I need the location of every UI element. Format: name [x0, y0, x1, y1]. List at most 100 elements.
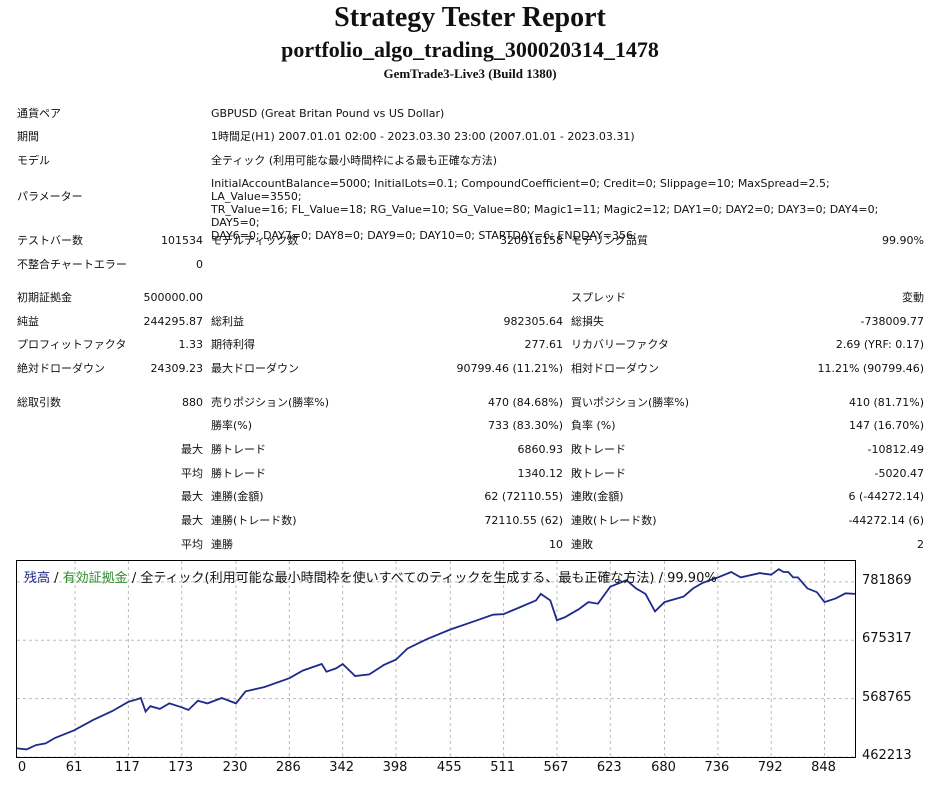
avg-loss-value: -5020.47 [874, 467, 924, 480]
loss-pct-value: 147 (16.70%) [848, 419, 924, 432]
balance-line [16, 568, 856, 751]
recovery-label: リカバリーファクタ [571, 338, 669, 351]
expected-value: 277.61 [524, 338, 564, 351]
avg-cons-win-label: 連勝 [211, 538, 233, 551]
bars-label: テストバー数 [17, 234, 83, 247]
net-label: 純益 [17, 315, 39, 328]
mismatch-value: 0 [196, 258, 203, 271]
avg-label: 平均 [181, 467, 203, 480]
avg-label: 平均 [181, 538, 203, 551]
x-tick-label: 567 [543, 760, 569, 775]
gross-profit-label: 総利益 [211, 315, 244, 328]
trades-value: 880 [182, 396, 203, 409]
legend-sep: / [50, 571, 63, 586]
avg-cons-loss-label: 連敗 [571, 538, 593, 551]
model-value: 全ティック (利用可能な最小時間枠による最も正確な方法) [211, 154, 498, 167]
loss-trade-label: 敗トレード [571, 443, 626, 456]
cons-loss-amt-label: 連敗(金額) [571, 490, 624, 503]
ticks-value: 320916158 [500, 234, 563, 247]
x-tick-label: 792 [757, 760, 783, 775]
chart-legend: 残高 / 有効証拠金 / 全ティック(利用可能な最小時間枠を使いすべてのティック… [24, 567, 717, 586]
x-tick-label: 230 [222, 760, 248, 775]
period-label: 期間 [17, 130, 39, 143]
gross-loss-value: -738009.77 [860, 315, 924, 328]
quality-label: モデリング品質 [571, 234, 648, 247]
max-win-value: 6860.93 [517, 443, 564, 456]
win-trade-label: 勝トレード [211, 467, 266, 480]
win-pct-value: 733 (83.30%) [487, 419, 563, 432]
y-tick-label: 462213 [862, 748, 912, 763]
loss-pct-label: 負率 (%) [571, 419, 616, 432]
abs-dd-label: 絶対ドローダウン [17, 362, 105, 375]
short-value: 470 (84.68%) [487, 396, 563, 409]
param-line: InitialAccountBalance=5000; InitialLots=… [211, 177, 830, 203]
long-value: 410 (81.71%) [848, 396, 924, 409]
cons-win-amt-value: 62 (72110.55) [484, 490, 563, 503]
gross-profit-value: 982305.64 [503, 315, 564, 328]
avg-cons-loss-value: 2 [917, 538, 924, 551]
long-label: 買いポジション(勝率%) [571, 396, 690, 409]
spread-value: 変動 [902, 291, 924, 304]
x-tick-label: 511 [490, 760, 516, 775]
x-tick-label: 680 [651, 760, 676, 775]
y-tick-label: 568765 [862, 689, 912, 705]
deposit-label: 初期証拠金 [17, 291, 72, 304]
deposit-value: 500000.00 [143, 291, 204, 304]
x-tick-label: 398 [382, 760, 408, 775]
win-pct-label: 勝率(%) [211, 419, 253, 432]
trades-label: 総取引数 [17, 396, 61, 409]
x-tick-label: 173 [168, 760, 194, 775]
x-tick-label: 117 [114, 760, 140, 775]
cons-loss-cnt-value: -44272.14 (6) [848, 514, 924, 527]
max-label: 最大 [181, 443, 203, 456]
param-line: TR_Value=16; FL_Value=18; RG_Value=10; S… [211, 203, 879, 229]
balance-chart-plot [16, 561, 856, 758]
y-tick-label: 781869 [862, 572, 912, 588]
avg-cons-win-value: 10 [549, 538, 563, 551]
report-subtitle: portfolio_algo_trading_300020314_1478 [281, 37, 659, 62]
rel-dd-value: 11.21% (90799.46) [817, 362, 924, 375]
short-label: 売りポジション(勝率%) [211, 396, 330, 409]
mismatch-label: 不整合チャートエラー [17, 258, 127, 271]
loss-trade-label: 敗トレード [571, 467, 626, 480]
server-label: GemTrade3-Live3 (Build 1380) [383, 66, 557, 81]
spread-label: スプレッド [571, 291, 626, 304]
balance-chart [16, 560, 856, 758]
quality-value: 99.90% [882, 234, 924, 247]
recovery-value: 2.69 (YRF: 0.17) [835, 338, 924, 351]
abs-dd-value: 24309.23 [150, 362, 204, 375]
x-tick-label: 623 [596, 760, 622, 775]
legend-balance: 残高 [24, 571, 51, 586]
model-label: モデル [17, 154, 50, 167]
max-dd-label: 最大ドローダウン [211, 362, 299, 375]
win-trade-label: 勝トレード [211, 443, 266, 456]
gross-loss-label: 総損失 [571, 315, 604, 328]
y-tick-label: 675317 [862, 631, 912, 647]
x-tick-label: 736 [704, 760, 730, 775]
bars-value: 101534 [161, 234, 203, 247]
pf-label: プロフィットファクタ [17, 338, 127, 351]
param-values: InitialAccountBalance=5000; InitialLots=… [211, 177, 921, 242]
pf-value: 1.33 [178, 338, 204, 351]
max-label: 最大 [181, 514, 203, 527]
expected-label: 期待利得 [211, 338, 255, 351]
max-dd-value: 90799.46 (11.21%) [456, 362, 563, 375]
x-tick-label: 61 [65, 760, 83, 775]
cons-loss-amt-value: 6 (-44272.14) [848, 490, 924, 503]
rel-dd-label: 相対ドローダウン [571, 362, 659, 375]
cons-win-cnt-label: 連勝(トレード数) [211, 514, 297, 527]
cons-win-amt-label: 連勝(金額) [211, 490, 264, 503]
x-tick-label: 286 [275, 760, 301, 775]
pair-label: 通貨ペア [17, 107, 61, 120]
param-label: パラメーター [17, 190, 83, 203]
net-value: 244295.87 [143, 315, 204, 328]
cons-win-cnt-value: 72110.55 (62) [484, 514, 563, 527]
max-label: 最大 [181, 490, 203, 503]
x-tick-label: 455 [436, 760, 462, 775]
legend-desc: / 全ティック(利用可能な最小時間枠を使いすべてのティックを生成する、最も正確な… [127, 571, 717, 586]
period-value: 1時間足(H1) 2007.01.01 02:00 - 2023.03.30 2… [211, 130, 635, 143]
avg-win-value: 1340.12 [517, 467, 564, 480]
param-line: DAY6=0; DAY7=0; DAY8=0; DAY9=0; DAY10=0;… [211, 229, 637, 242]
legend-equity: 有効証拠金 [62, 571, 128, 586]
ticks-label: モデルティック数 [211, 234, 299, 247]
